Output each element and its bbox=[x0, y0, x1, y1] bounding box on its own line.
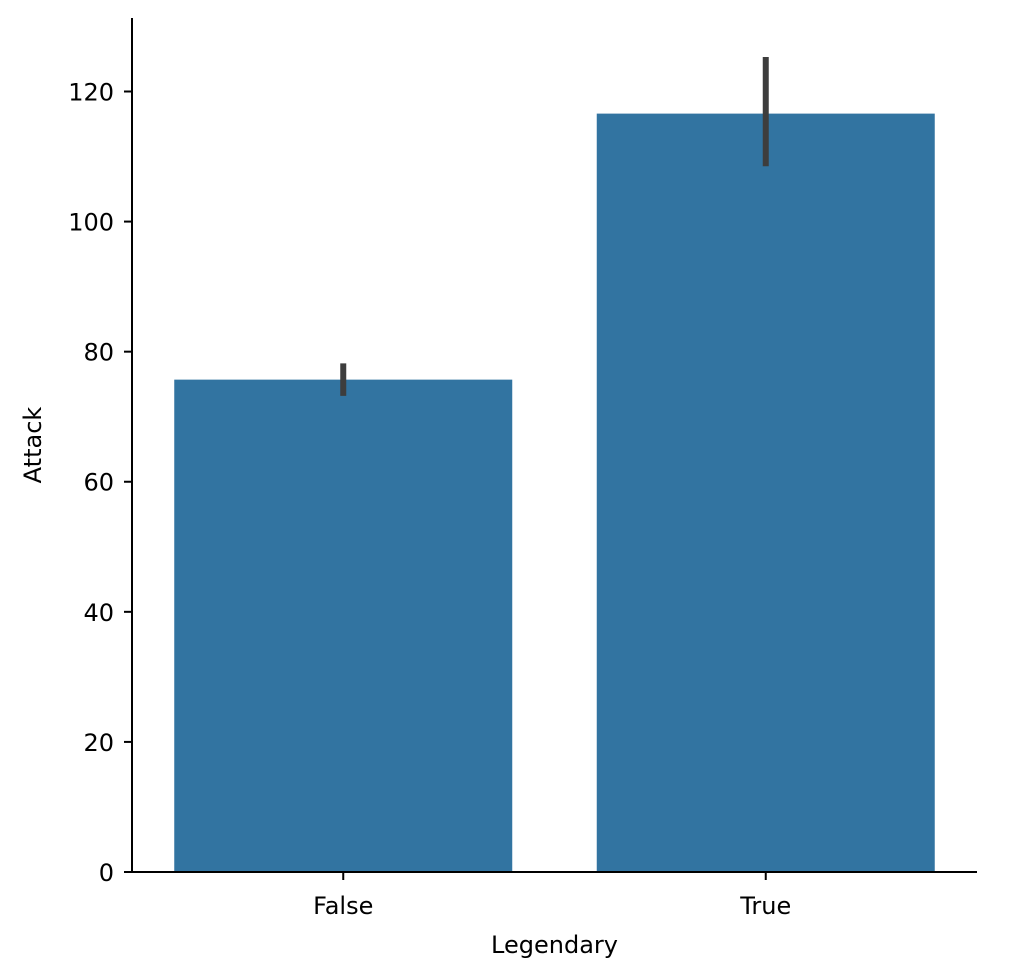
x-ticks-group: False True bbox=[313, 872, 791, 920]
x-tick-label: True bbox=[739, 892, 791, 920]
y-axis-label: Attack bbox=[19, 407, 47, 484]
bar-false bbox=[174, 379, 513, 872]
bars-group bbox=[174, 113, 935, 873]
y-tick-label: 60 bbox=[83, 469, 114, 497]
y-tick-label: 0 bbox=[99, 859, 114, 887]
error-bars-group bbox=[340, 57, 769, 396]
y-tick-label: 120 bbox=[68, 78, 114, 106]
y-tick-label: 80 bbox=[83, 339, 114, 367]
y-tick-label: 100 bbox=[68, 209, 114, 237]
x-axis-label: Legendary bbox=[491, 931, 618, 959]
y-tick-label: 20 bbox=[83, 729, 114, 757]
x-tick-label: False bbox=[313, 892, 373, 920]
bar-true bbox=[596, 113, 935, 873]
y-ticks-group: 0 20 40 60 80 100 120 bbox=[68, 78, 132, 887]
y-tick-label: 40 bbox=[83, 599, 114, 627]
